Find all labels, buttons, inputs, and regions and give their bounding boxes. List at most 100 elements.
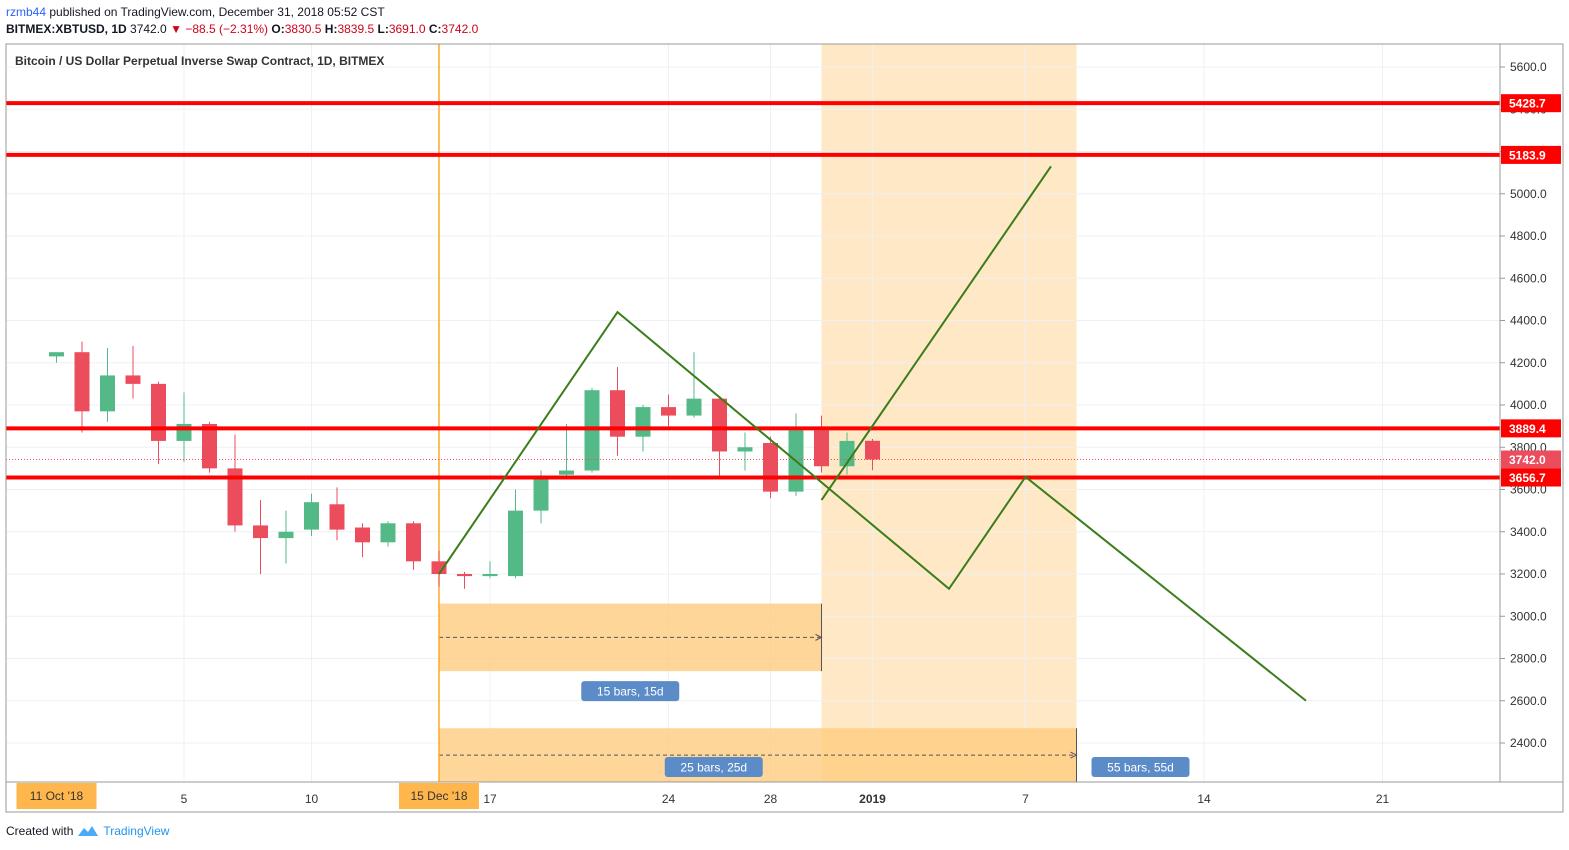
candle[interactable] [151, 381, 166, 465]
candle-body [457, 574, 472, 577]
y-tick-label: 4600.0 [1510, 271, 1547, 285]
candle[interactable] [304, 493, 319, 536]
candle[interactable] [253, 500, 268, 574]
candle-body [661, 407, 676, 416]
candle-body [865, 440, 880, 460]
chart-title: Bitcoin / US Dollar Perpetual Inverse Sw… [15, 54, 384, 68]
candle[interactable] [380, 521, 396, 547]
candle[interactable] [610, 366, 625, 456]
candle-body [431, 561, 447, 574]
level-price-tag: 5428.7 [1509, 97, 1546, 111]
candle[interactable] [559, 424, 574, 477]
candle[interactable] [100, 347, 115, 422]
date-range-badge-bg [581, 681, 680, 702]
symbol-info: BITMEX:XBTUSD, 1D 3742.0 ▼ −88.5 (−2.31%… [6, 22, 478, 36]
candle[interactable] [788, 413, 804, 496]
last-price-tag-bg [1501, 450, 1561, 469]
candle-body [49, 352, 64, 357]
candle-body [712, 398, 727, 452]
high-value: 3839.5 [337, 22, 375, 36]
candle-body [100, 375, 115, 412]
candle-body [814, 430, 829, 467]
arrow-head-icon [815, 633, 823, 641]
candle[interactable] [763, 436, 778, 498]
candle-body [635, 407, 651, 437]
level-price-tag-bg [1501, 145, 1561, 164]
y-tick-label: 5000.0 [1510, 187, 1547, 201]
candle-body [304, 502, 319, 530]
candle[interactable] [508, 489, 523, 579]
candle[interactable] [431, 550, 447, 587]
candle[interactable] [125, 345, 141, 399]
x-highlight-bg [399, 783, 479, 809]
x-highlight-label: 15 Dec '18 [411, 789, 468, 803]
x-tick-label: 10 [305, 792, 319, 806]
candle-body [763, 443, 778, 492]
candle-body [74, 352, 90, 412]
x-tick-label: 21 [1376, 792, 1390, 806]
candle[interactable] [661, 394, 676, 427]
candle[interactable] [737, 432, 753, 471]
tradingview-logo-icon [78, 826, 99, 836]
level-price-tag: 3656.7 [1509, 471, 1546, 485]
date-range-badge: 55 bars, 55d [1107, 761, 1174, 775]
published-text: published on TradingView.com, December 3… [49, 5, 385, 19]
candle-body [125, 375, 141, 384]
date-range-badge-bg [664, 757, 763, 777]
candle-body [533, 478, 549, 511]
x-tick-label: 17 [483, 792, 497, 806]
candle[interactable] [865, 438, 880, 471]
candle-body [151, 383, 166, 441]
candle[interactable] [278, 510, 294, 564]
level-price-tag-bg [1501, 94, 1561, 113]
symbol-name: BITMEX:XBTUSD, 1D [6, 22, 127, 36]
candle[interactable] [74, 341, 90, 433]
projection-trend-line[interactable] [820, 165, 1052, 501]
arrow-head-icon [1070, 751, 1078, 759]
candle[interactable] [482, 561, 498, 579]
projection-trend-line[interactable] [438, 310, 1307, 702]
candle[interactable] [49, 352, 64, 363]
candle[interactable] [814, 415, 829, 473]
candle-body [482, 574, 498, 577]
candle[interactable] [227, 434, 243, 532]
publish-info: rzmb44 published on TradingView.com, Dec… [6, 5, 385, 19]
candle-body [355, 527, 370, 543]
date-range-badge-bg [1091, 757, 1190, 777]
level-price-tag: 3889.4 [1509, 422, 1546, 436]
low-value: 3691.0 [388, 22, 426, 36]
candle[interactable] [712, 396, 727, 477]
high-label: H: [324, 22, 338, 36]
author-link[interactable]: rzmb44 [6, 5, 47, 19]
candle[interactable] [329, 487, 345, 541]
x-highlight-label: 11 Oct '18 [30, 789, 84, 803]
created-with-text: Created with [6, 824, 74, 838]
tradingview-brand-link[interactable]: TradingView [103, 824, 170, 838]
low-label: L: [377, 22, 389, 36]
level-price-tag: 5183.9 [1509, 148, 1546, 162]
last-price: 3742.0 [130, 22, 167, 36]
candle[interactable] [355, 523, 370, 558]
price-change: −88.5 (−2.31%) [185, 22, 269, 36]
date-range-badge: 25 bars, 25d [680, 761, 747, 775]
candle[interactable] [406, 521, 421, 570]
change-down-icon: ▼ [170, 22, 182, 36]
y-tick-label: 2800.0 [1510, 652, 1547, 666]
y-tick-label: 3200.0 [1510, 567, 1547, 581]
last-price-tag: 3742.0 [1509, 453, 1546, 467]
level-price-tag-bg [1501, 419, 1561, 438]
y-tick-label: 4800.0 [1510, 229, 1547, 243]
candle-body [380, 523, 396, 543]
footer: Created with TradingView [6, 824, 169, 838]
candle[interactable] [686, 352, 702, 418]
candle[interactable] [457, 571, 472, 589]
candle-body [508, 510, 523, 577]
x-tick-label: 14 [1197, 792, 1211, 806]
close-value: 3742.0 [441, 22, 479, 36]
x-tick-label: 2019 [859, 792, 886, 806]
open-label: O: [271, 22, 285, 36]
y-tick-label: 5600.0 [1510, 60, 1547, 74]
time-axis-frame [5, 781, 1564, 813]
candle-body [202, 424, 217, 469]
